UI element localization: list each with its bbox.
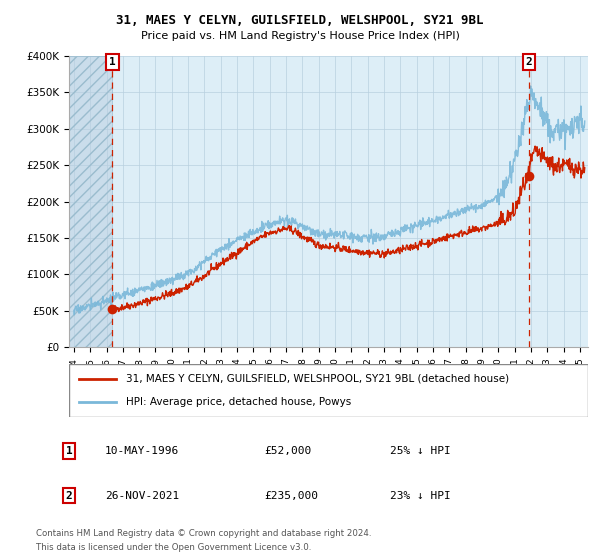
Text: 1: 1 — [109, 57, 116, 67]
Text: 2: 2 — [65, 491, 73, 501]
Text: Price paid vs. HM Land Registry's House Price Index (HPI): Price paid vs. HM Land Registry's House … — [140, 31, 460, 41]
Text: £52,000: £52,000 — [264, 446, 311, 456]
Text: Contains HM Land Registry data © Crown copyright and database right 2024.: Contains HM Land Registry data © Crown c… — [36, 529, 371, 538]
Bar — [69, 56, 112, 347]
Text: 25% ↓ HPI: 25% ↓ HPI — [390, 446, 451, 456]
Text: 23% ↓ HPI: 23% ↓ HPI — [390, 491, 451, 501]
Text: 10-MAY-1996: 10-MAY-1996 — [105, 446, 179, 456]
Bar — [69, 56, 112, 347]
Text: 1: 1 — [65, 446, 73, 456]
Text: £235,000: £235,000 — [264, 491, 318, 501]
Text: 31, MAES Y CELYN, GUILSFIELD, WELSHPOOL, SY21 9BL: 31, MAES Y CELYN, GUILSFIELD, WELSHPOOL,… — [116, 14, 484, 27]
Text: This data is licensed under the Open Government Licence v3.0.: This data is licensed under the Open Gov… — [36, 543, 311, 552]
Text: HPI: Average price, detached house, Powys: HPI: Average price, detached house, Powy… — [126, 397, 352, 407]
Text: 2: 2 — [526, 57, 533, 67]
FancyBboxPatch shape — [69, 364, 588, 417]
Text: 31, MAES Y CELYN, GUILSFIELD, WELSHPOOL, SY21 9BL (detached house): 31, MAES Y CELYN, GUILSFIELD, WELSHPOOL,… — [126, 374, 509, 384]
Text: 26-NOV-2021: 26-NOV-2021 — [105, 491, 179, 501]
